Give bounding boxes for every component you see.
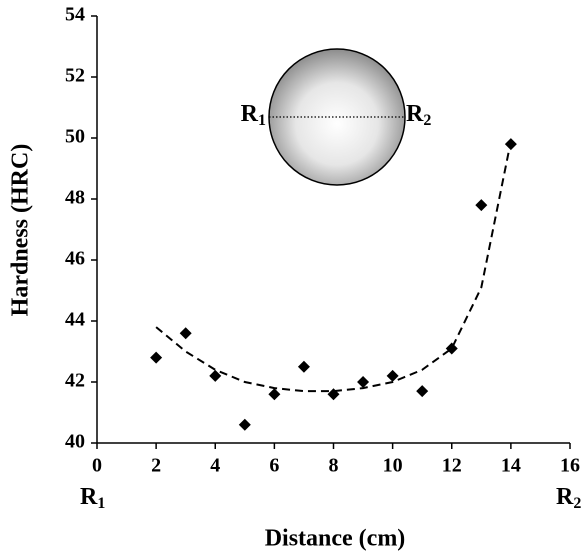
x-tick-label: 6 xyxy=(269,455,279,477)
data-point xyxy=(416,385,429,398)
y-tick-label: 40 xyxy=(65,431,85,453)
data-point xyxy=(209,369,222,382)
x-tick-label: 12 xyxy=(442,455,462,477)
axis-end-label-main: R xyxy=(556,484,574,510)
x-tick-label: 16 xyxy=(560,455,580,477)
axis-end-label: R1 xyxy=(80,484,105,512)
axis-end-label-sub: 1 xyxy=(97,495,105,512)
data-point xyxy=(357,376,370,388)
data-point xyxy=(297,360,310,373)
x-tick-label: 14 xyxy=(501,455,521,477)
sphere-label-main: R xyxy=(241,101,259,127)
y-axis-label: Hardness (HRC) xyxy=(8,144,34,317)
data-point xyxy=(238,418,251,431)
sphere-label-sub: 2 xyxy=(423,112,431,129)
x-axis-label: Distance (cm) xyxy=(265,526,406,552)
sphere-label-main: R xyxy=(406,101,424,127)
y-tick-label: 46 xyxy=(65,248,85,270)
data-point xyxy=(268,388,281,401)
sphere-label-sub: 1 xyxy=(258,112,266,129)
axis-end-label: R2 xyxy=(556,484,581,512)
data-point xyxy=(179,327,192,340)
x-tick-label: 2 xyxy=(151,455,161,477)
y-tick-label: 52 xyxy=(65,65,85,87)
x-tick-label: 10 xyxy=(383,455,403,477)
axis-end-label-main: R xyxy=(80,484,98,510)
data-point xyxy=(475,199,488,212)
y-tick-label: 54 xyxy=(65,4,85,26)
y-tick-label: 48 xyxy=(65,187,85,209)
data-point xyxy=(150,351,163,364)
data-point xyxy=(386,369,399,382)
sphere-label: R1 xyxy=(241,101,266,129)
y-tick-label: 42 xyxy=(65,370,85,392)
y-tick-label: 44 xyxy=(65,309,85,331)
x-tick-label: 4 xyxy=(210,455,220,477)
y-tick-label: 50 xyxy=(65,126,85,148)
x-tick-label: 0 xyxy=(92,455,102,477)
axis-end-label-sub: 2 xyxy=(573,495,581,512)
x-tick-label: 8 xyxy=(329,455,339,477)
sphere-label: R2 xyxy=(406,101,431,129)
